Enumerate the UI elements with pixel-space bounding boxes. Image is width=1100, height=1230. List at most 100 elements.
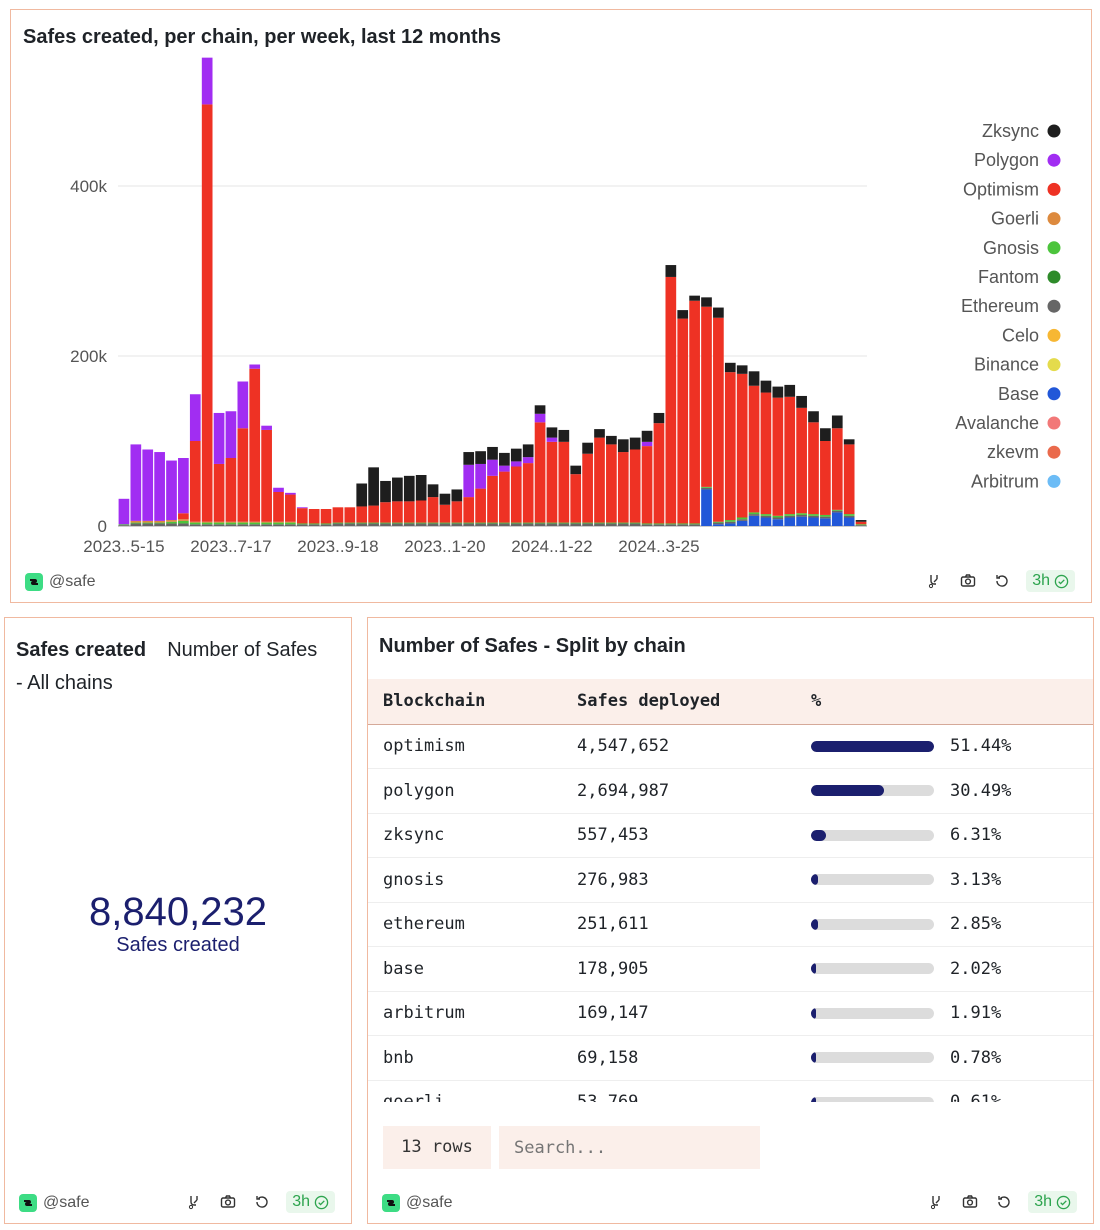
bar-segment-optimism xyxy=(855,521,867,525)
camera-icon[interactable] xyxy=(218,1192,238,1212)
bar-segment-zksync xyxy=(558,429,570,442)
table-row[interactable]: optimism 4,547,652 51.44% xyxy=(368,724,1093,769)
bar-segment-gnosis xyxy=(261,522,272,525)
author-link[interactable]: @safe xyxy=(25,573,95,591)
bar-segment-zksync xyxy=(724,362,736,373)
bar-segment-gnosis xyxy=(142,522,154,524)
bar-segment-polygon xyxy=(213,412,225,464)
bar-segment-optimism xyxy=(356,506,368,523)
bar-segment-gnosis xyxy=(130,522,142,524)
refresh-icon[interactable] xyxy=(252,1192,272,1212)
table-title: Number of Safes - Split by chain xyxy=(379,635,686,657)
safe-logo-icon xyxy=(25,573,43,591)
cell-safes-deployed: 2,694,987 xyxy=(577,780,670,801)
table-row[interactable]: base 178,905 2.02% xyxy=(368,947,1093,991)
bar-segment-gnosis xyxy=(439,522,451,524)
bar-segment-goerli xyxy=(249,521,261,523)
legend-label: Goerli xyxy=(991,209,1039,229)
table-row[interactable]: gnosis 276,983 3.13% xyxy=(368,858,1093,903)
bar-segment-gnosis xyxy=(463,522,475,524)
bar-segment-ethereum xyxy=(463,523,475,526)
column-header-percent[interactable]: % xyxy=(811,691,822,712)
kpi-value: 8,840,232 xyxy=(89,890,267,934)
bar-segment-ethereum xyxy=(380,523,391,526)
bar-segment-goerli xyxy=(142,520,154,523)
fork-icon[interactable] xyxy=(184,1192,204,1212)
bar-segment-ethereum xyxy=(784,515,796,518)
bar-segment-zksync xyxy=(665,265,677,277)
kpi-subtitle: Number of Safes xyxy=(167,639,318,661)
search-input[interactable] xyxy=(499,1126,760,1169)
author-link[interactable]: @safe xyxy=(19,1194,89,1212)
table-row[interactable]: zksync 557,453 6.31% xyxy=(368,813,1093,858)
fork-icon[interactable] xyxy=(926,1192,946,1212)
percent-bar-track xyxy=(811,1096,934,1102)
refresh-icon[interactable] xyxy=(994,1192,1014,1212)
legend-swatch xyxy=(1047,387,1061,401)
bar-segment-optimism xyxy=(487,475,498,523)
column-header-blockchain[interactable]: Blockchain xyxy=(383,691,486,712)
table-row[interactable]: bnb 69,158 0.78% xyxy=(368,1036,1093,1080)
bar-segment-zksync xyxy=(689,295,700,301)
bar-segment-optimism xyxy=(772,397,784,516)
table-row[interactable]: goerli53,769 0.61% xyxy=(368,1080,1093,1102)
kpi-panel: Safes created Number of Safes - All chai… xyxy=(4,617,352,1224)
bar-segment-optimism xyxy=(320,509,332,524)
table-viewport[interactable]: Blockchain Safes deployed % optimism 4,54… xyxy=(368,679,1093,1102)
check-circle-icon xyxy=(1054,574,1069,588)
table-row[interactable]: ethereum 251,611 2.85% xyxy=(368,902,1093,947)
bar-segment-ethereum xyxy=(510,523,522,526)
bar-segment-goerli xyxy=(261,521,272,523)
bar-segment-gnosis xyxy=(855,524,867,526)
percent-label: 1.91% xyxy=(950,1003,1002,1024)
bar-segment-ethereum xyxy=(689,524,700,526)
legend-swatch xyxy=(1047,241,1061,255)
chart-title: Safes created, per chain, per week, last… xyxy=(23,26,501,48)
percent-bar-track xyxy=(811,1052,934,1064)
check-circle-icon xyxy=(1056,1195,1071,1209)
age-badge[interactable]: 3h xyxy=(1028,1191,1077,1213)
legend-label: Zksync xyxy=(982,121,1039,141)
bar-segment-ethereum xyxy=(713,522,724,525)
cell-safes-deployed: 178,905 xyxy=(577,958,649,979)
percent-bar-track xyxy=(811,1007,934,1019)
chart-toolbar: 3h xyxy=(924,570,1075,592)
bar-segment-base xyxy=(843,517,855,526)
bar-segment-zksync xyxy=(510,448,522,462)
bar-segment-gnosis xyxy=(427,522,439,524)
bar-segment-ethereum xyxy=(213,524,225,526)
refresh-icon[interactable] xyxy=(992,571,1012,591)
check-circle-icon xyxy=(314,1195,329,1209)
cell-percent: 3.13% xyxy=(811,858,1093,903)
bar-segment-zksync xyxy=(701,297,712,307)
column-header-safes-deployed[interactable]: Safes deployed xyxy=(577,691,721,712)
camera-icon[interactable] xyxy=(958,571,978,591)
bar-segment-optimism xyxy=(760,392,772,515)
percent-label: 6.31% xyxy=(950,825,1002,846)
legend-label: Ethereum xyxy=(961,296,1039,316)
author-link[interactable]: @safe xyxy=(382,1194,452,1212)
bar-segment-polygon xyxy=(201,57,213,105)
table-row[interactable]: arbitrum 169,147 1.91% xyxy=(368,991,1093,1036)
legend-label: Gnosis xyxy=(983,238,1039,258)
bar-segment-zksync xyxy=(820,428,831,441)
age-badge[interactable]: 3h xyxy=(286,1191,335,1213)
bar-segment-gnosis xyxy=(510,522,522,524)
bar-segment-ethereum xyxy=(677,524,689,526)
bar-segment-ethereum xyxy=(356,523,368,526)
legend-swatch xyxy=(1047,124,1061,138)
bar-segment-ethereum xyxy=(855,525,867,526)
table-row[interactable]: polygon 2,694,987 30.49% xyxy=(368,769,1093,813)
cell-safes-deployed: 4,547,652 xyxy=(577,736,670,757)
cell-blockchain: ethereum xyxy=(383,914,465,935)
bar-segment-ethereum xyxy=(641,524,653,526)
bar-segment-gnosis xyxy=(118,524,130,526)
age-badge[interactable]: 3h xyxy=(1026,570,1075,592)
bar-segment-gnosis xyxy=(831,509,843,511)
cell-percent: 6.31% xyxy=(811,813,1093,858)
fork-icon[interactable] xyxy=(924,571,944,591)
bar-segment-polygon xyxy=(463,464,475,498)
camera-icon[interactable] xyxy=(960,1192,980,1212)
percent-label: 2.85% xyxy=(950,914,1002,935)
bar-segment-polygon xyxy=(237,381,249,429)
